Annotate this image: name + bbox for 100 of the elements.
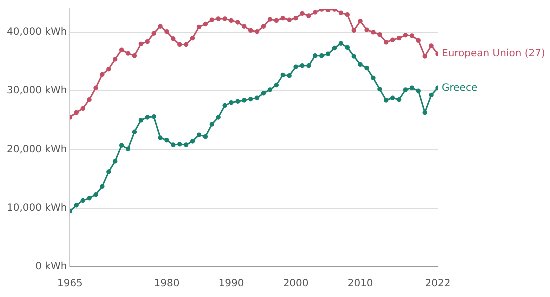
point [274, 18, 280, 24]
point [74, 203, 79, 208]
point [171, 142, 176, 148]
point [216, 16, 221, 22]
point [254, 30, 260, 34]
point [222, 103, 228, 108]
point [248, 28, 254, 34]
point [254, 96, 260, 100]
x-tick-label: 2022 [425, 278, 451, 290]
point [164, 30, 170, 34]
point [268, 88, 273, 92]
point [416, 38, 421, 44]
point [236, 20, 240, 25]
series-label: Greece [442, 82, 478, 94]
point [300, 64, 305, 68]
point [158, 24, 163, 29]
y-tick-label: 0 kWh [36, 262, 68, 273]
point [294, 64, 298, 70]
point [429, 92, 434, 98]
point [119, 48, 124, 52]
x-tick-label: 2010 [348, 278, 374, 290]
point [371, 76, 376, 81]
point [352, 54, 356, 59]
point [203, 134, 208, 140]
point [378, 86, 382, 92]
x-tick-label: 1990 [218, 278, 244, 290]
point [364, 66, 370, 71]
point [222, 16, 228, 22]
point [132, 130, 138, 134]
point [410, 34, 415, 38]
point [326, 9, 331, 13]
point [229, 18, 234, 24]
point [94, 192, 98, 198]
y-tick-label: 30,000 kWh [7, 86, 68, 97]
point [184, 42, 189, 48]
point [152, 114, 156, 120]
point [113, 57, 118, 62]
point [364, 28, 370, 32]
point [164, 138, 170, 143]
point [145, 39, 150, 44]
point [326, 52, 331, 56]
point [119, 143, 124, 148]
point [87, 196, 92, 201]
point [306, 14, 312, 18]
point [306, 64, 312, 68]
point [138, 118, 144, 123]
y-tick-label: 40,000 kWh [7, 27, 68, 38]
point [345, 12, 350, 18]
point [345, 45, 350, 50]
point [313, 54, 318, 58]
point [106, 170, 112, 174]
point [396, 36, 402, 41]
point [80, 106, 86, 112]
point [416, 88, 421, 94]
point [422, 54, 428, 59]
point [210, 18, 214, 22]
series-label: European Union (27) [442, 48, 546, 60]
point [171, 36, 176, 42]
x-tick-label: 2000 [283, 278, 309, 290]
point [113, 159, 118, 164]
point [261, 91, 266, 96]
point [396, 98, 402, 102]
point [384, 40, 389, 45]
y-tick-label: 10,000 kWh [7, 202, 68, 214]
point [280, 72, 286, 78]
point [313, 10, 318, 15]
point [100, 184, 105, 190]
point [410, 86, 415, 91]
point [152, 31, 156, 36]
point [106, 67, 112, 72]
point [184, 142, 189, 148]
point [287, 73, 292, 78]
point [338, 10, 344, 16]
point [242, 24, 247, 29]
point [138, 42, 144, 47]
point [268, 17, 273, 22]
point [178, 142, 182, 147]
point [126, 51, 131, 56]
point [274, 82, 280, 88]
point [100, 72, 105, 78]
point [216, 115, 221, 120]
point [378, 32, 382, 38]
point [80, 198, 86, 204]
point [190, 36, 196, 41]
x-tick-label: 1980 [154, 278, 180, 290]
point [261, 24, 266, 29]
point [332, 46, 338, 51]
point [236, 99, 240, 104]
point [403, 88, 408, 92]
point [178, 42, 182, 48]
point [287, 18, 292, 22]
point [390, 38, 396, 42]
point [248, 96, 254, 102]
x-tick-label: 1965 [57, 278, 83, 290]
point [384, 98, 389, 103]
point [338, 41, 344, 46]
point [371, 30, 376, 35]
point [320, 54, 324, 58]
point [203, 22, 208, 27]
point [210, 122, 214, 127]
